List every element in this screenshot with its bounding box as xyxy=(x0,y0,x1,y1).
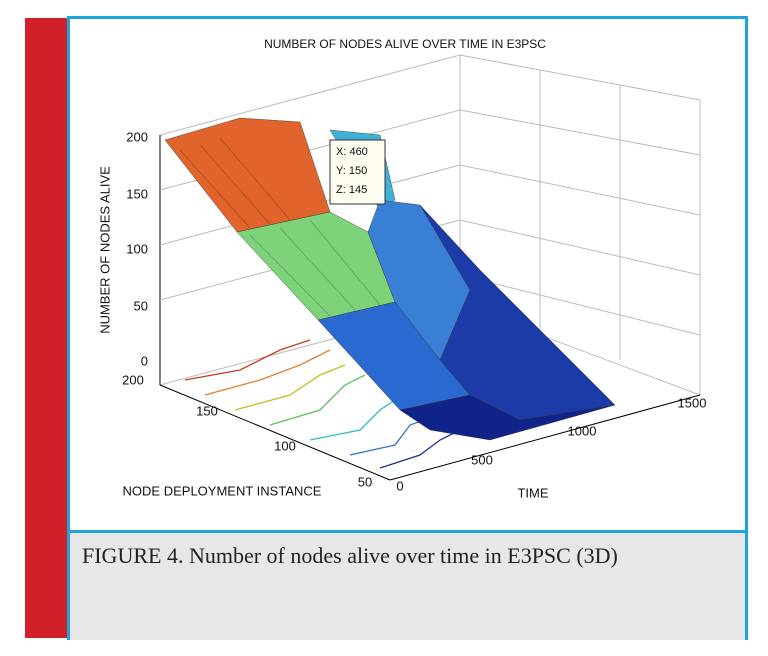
x-tick-label: 500 xyxy=(471,452,493,467)
y-tick-label: 150 xyxy=(196,403,218,418)
x-tick-label: 1000 xyxy=(568,423,597,438)
x-tick-label: 0 xyxy=(396,478,403,493)
z-axis-label: NUMBER OF NODES ALIVE xyxy=(97,166,112,334)
z-tick-label: 0 xyxy=(141,353,148,368)
z-tick-label: 100 xyxy=(126,241,148,256)
figure-caption: FIGURE 4. Number of nodes alive over tim… xyxy=(82,543,618,568)
red-bar xyxy=(25,18,67,638)
datatip-line: X: 460 xyxy=(336,146,368,158)
y-tick-label: 200 xyxy=(122,372,144,387)
plot-title: NUMBER OF NODES ALIVE OVER TIME IN E3PSC xyxy=(264,37,546,51)
z-tick-label: 200 xyxy=(126,129,148,144)
z-tick-label: 150 xyxy=(126,186,148,201)
datatip-line: Z: 145 xyxy=(336,184,367,196)
y-axis-label: NODE DEPLOYMENT INSTANCE xyxy=(123,483,322,498)
surface-hatching xyxy=(179,137,381,317)
datatip-box xyxy=(329,139,386,205)
surface xyxy=(164,117,616,441)
surface-plot: X: 460 Y: 150 Z: 145 NUMBER OF NODES ALI… xyxy=(97,37,707,500)
datatip-line: Y: 150 xyxy=(336,165,367,177)
x-axis-label: TIME xyxy=(517,485,548,500)
y-tick-label: 50 xyxy=(358,474,372,489)
caption-box xyxy=(70,530,745,640)
y-tick-label: 100 xyxy=(274,438,296,453)
z-tick-label: 50 xyxy=(134,298,148,313)
floor-contours xyxy=(184,339,461,469)
x-tick-label: 1500 xyxy=(678,395,707,410)
